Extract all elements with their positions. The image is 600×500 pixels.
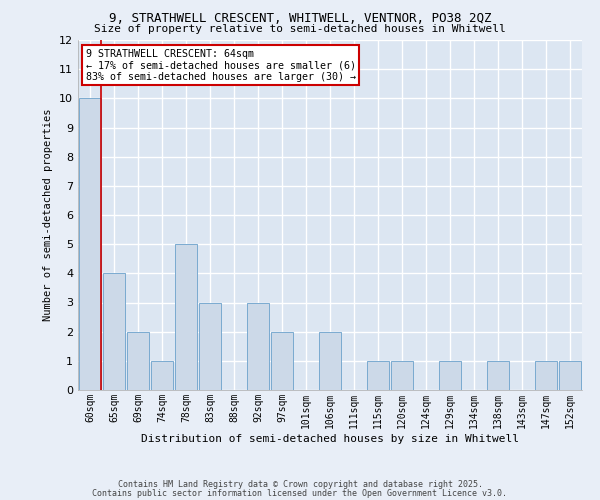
Text: 9 STRATHWELL CRESCENT: 64sqm
← 17% of semi-detached houses are smaller (6)
83% o: 9 STRATHWELL CRESCENT: 64sqm ← 17% of se…	[86, 49, 356, 82]
Bar	[535, 361, 557, 390]
Bar	[487, 361, 509, 390]
Text: Size of property relative to semi-detached houses in Whitwell: Size of property relative to semi-detach…	[94, 24, 506, 34]
Text: 9, STRATHWELL CRESCENT, WHITWELL, VENTNOR, PO38 2QZ: 9, STRATHWELL CRESCENT, WHITWELL, VENTNO…	[109, 12, 491, 26]
Text: Contains public sector information licensed under the Open Government Licence v3: Contains public sector information licen…	[92, 489, 508, 498]
Bar	[199, 302, 221, 390]
Bar	[103, 274, 125, 390]
Bar	[127, 332, 149, 390]
Bar	[175, 244, 197, 390]
Bar	[367, 361, 389, 390]
Bar	[271, 332, 293, 390]
X-axis label: Distribution of semi-detached houses by size in Whitwell: Distribution of semi-detached houses by …	[141, 434, 519, 444]
Bar	[559, 361, 581, 390]
Bar	[391, 361, 413, 390]
Bar	[247, 302, 269, 390]
Bar	[439, 361, 461, 390]
Bar	[79, 98, 101, 390]
Text: Contains HM Land Registry data © Crown copyright and database right 2025.: Contains HM Land Registry data © Crown c…	[118, 480, 482, 489]
Y-axis label: Number of semi-detached properties: Number of semi-detached properties	[43, 109, 53, 322]
Bar	[319, 332, 341, 390]
Bar	[151, 361, 173, 390]
